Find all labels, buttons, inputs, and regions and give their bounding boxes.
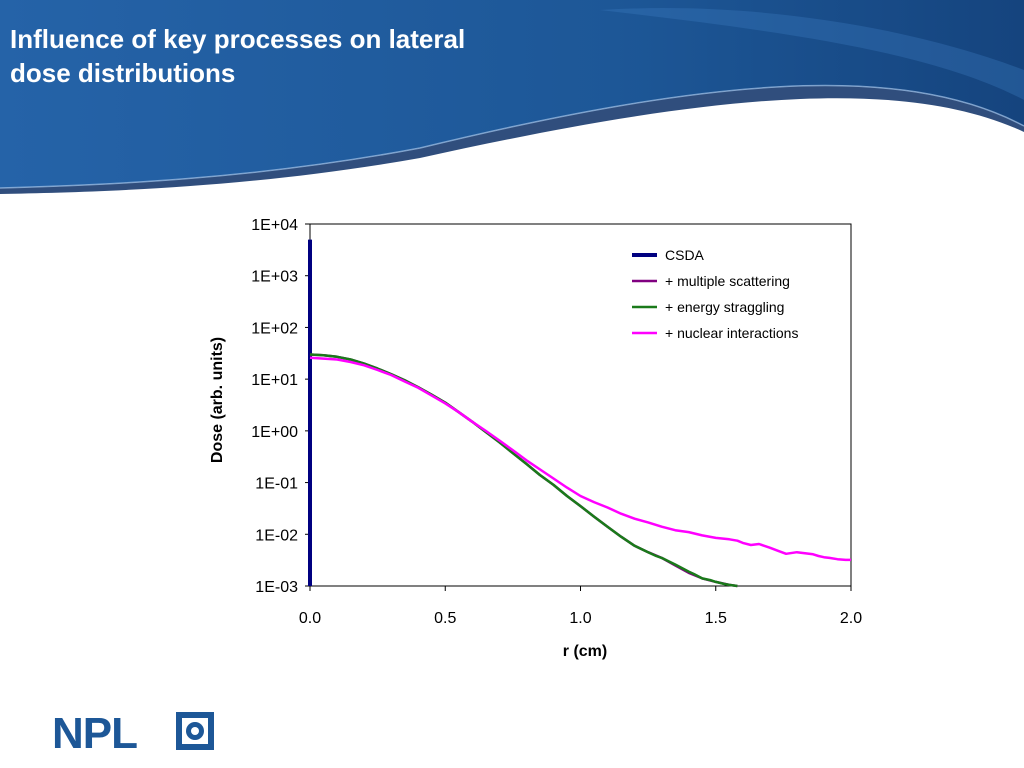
y-tick-label: 1E+02 (251, 320, 298, 337)
y-tick-label: 1E-02 (255, 527, 298, 544)
y-tick-label: 1E+04 (251, 217, 298, 234)
legend-label-csda: CSDA (665, 247, 705, 263)
x-tick-label: 0.0 (299, 610, 321, 627)
slide-title: Influence of key processes on lateral do… (10, 22, 570, 90)
x-axis-label: r (cm) (563, 643, 607, 660)
slide-title-line-1: Influence of key processes on lateral (10, 24, 466, 54)
y-tick-label: 1E+01 (251, 372, 298, 389)
legend-label-nuclear-interactions: + nuclear interactions (665, 325, 798, 341)
legend: CSDA + multiple scattering + energy stragg… (632, 247, 798, 341)
header-band (0, 0, 1024, 194)
y-axis-label: Dose (arb. units) (209, 337, 226, 463)
y-tick-label: 1E+00 (251, 424, 298, 441)
y-tick-label: 1E+03 (251, 269, 298, 286)
npl-logo: NPL (52, 708, 222, 758)
x-tick-label: 0.5 (434, 610, 456, 627)
y-tick-label: 1E-01 (255, 476, 298, 493)
slide-title-line-2: dose distributions (10, 58, 236, 88)
series-line-nuclear-interactions (309, 356, 851, 562)
legend-label-energy-straggling: + energy straggling (665, 299, 784, 315)
npl-logo-text: NPL (52, 709, 137, 754)
series-lines (308, 239, 851, 588)
npl-crest-icon (176, 712, 214, 750)
y-tick-label: 1E-03 (255, 579, 298, 596)
y-axis: 1E+04 1E+03 1E+02 1E+01 1E+00 1E-01 1E-02 1E-03 (251, 217, 310, 596)
x-tick-label: 2.0 (840, 610, 862, 627)
x-axis: 0.0 0.5 1.0 1.5 2.0 (299, 586, 862, 627)
x-tick-label: 1.0 (569, 610, 591, 627)
legend-label-multiple-scattering: + multiple scattering (665, 273, 790, 289)
x-tick-label: 1.5 (705, 610, 727, 627)
